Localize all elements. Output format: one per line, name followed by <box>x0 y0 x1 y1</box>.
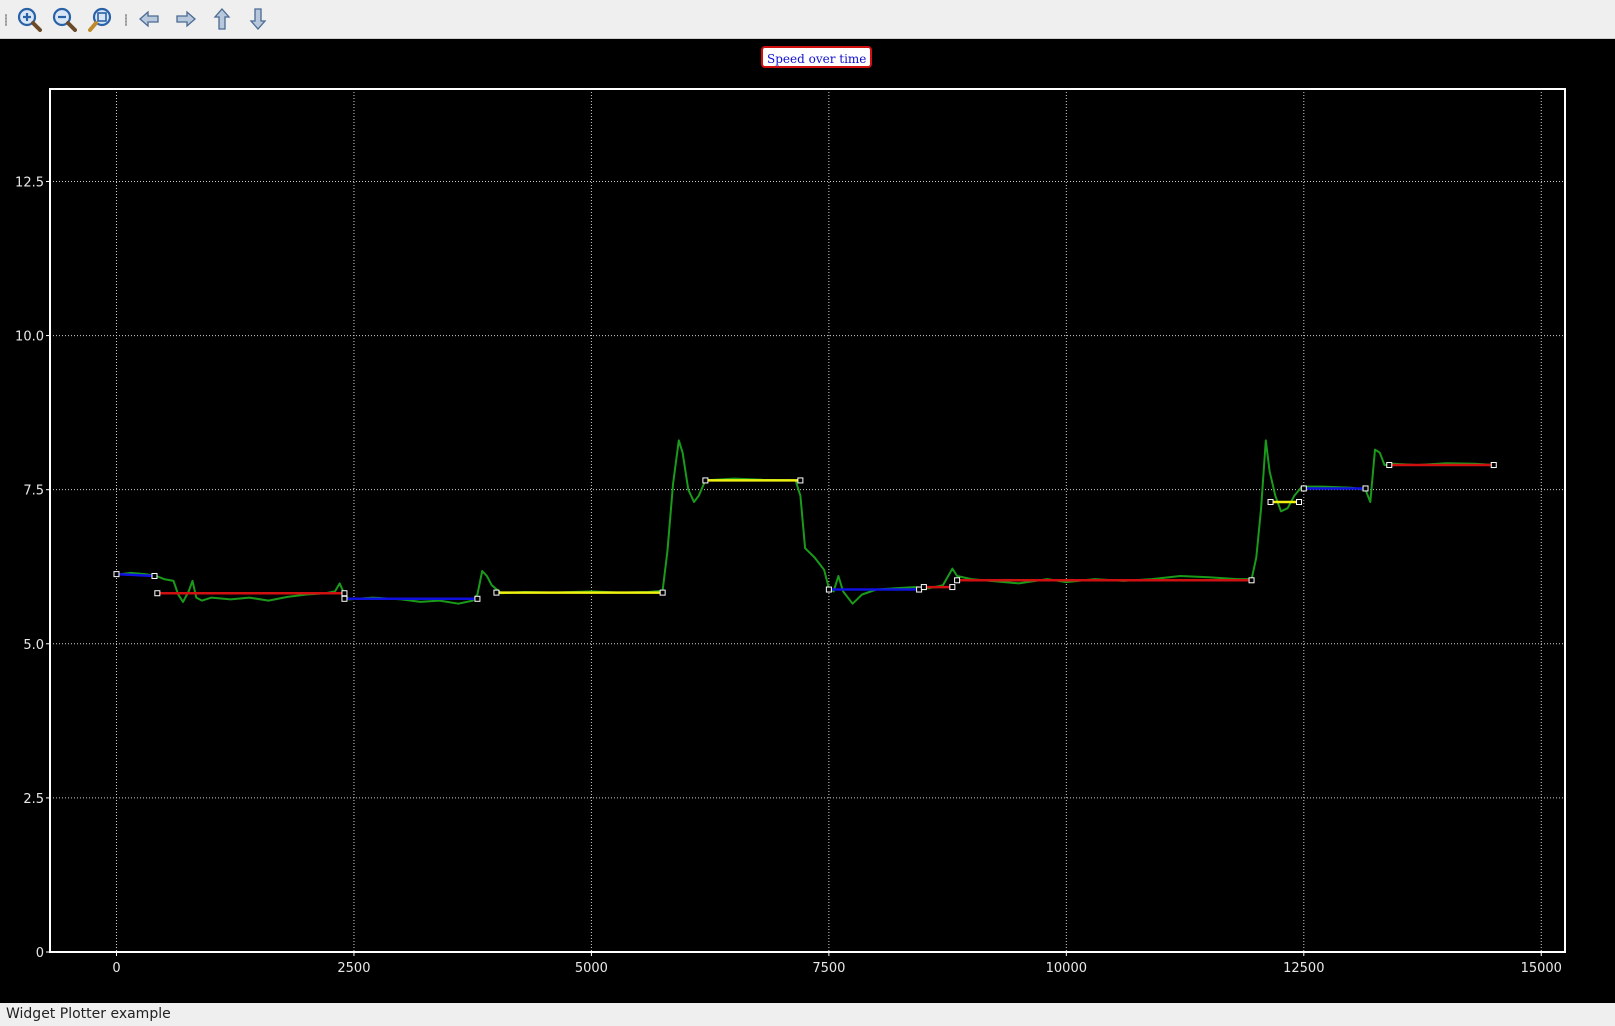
x-tick-label: 10000 <box>1046 961 1087 976</box>
status-bar: Widget Plotter example <box>0 1003 1615 1026</box>
toolbar <box>0 0 1615 39</box>
toolbar-grip[interactable] <box>5 14 7 26</box>
pan-left-button[interactable] <box>134 4 164 34</box>
segment-endpoint[interactable] <box>493 589 500 596</box>
segment-endpoint[interactable] <box>1300 485 1307 492</box>
y-tick-label: 2.5 <box>23 792 44 807</box>
segment-endpoint[interactable] <box>1296 499 1303 506</box>
segment-endpoint[interactable] <box>1248 577 1255 584</box>
zoom-reset-icon <box>88 7 112 32</box>
segment-endpoint[interactable] <box>920 584 927 591</box>
grid <box>50 89 1565 952</box>
segment-endpoint[interactable] <box>1386 462 1393 469</box>
toolbar-separator <box>125 14 127 26</box>
plot-area[interactable]: 0 2500 5000 7500 10000 12500 15000 0 2.5 5.0 7.5 10… <box>0 39 1615 1003</box>
zoom-reset-button[interactable] <box>86 4 116 34</box>
zoom-in-icon <box>17 7 42 32</box>
segment-endpoint[interactable] <box>954 577 961 584</box>
arrow-right-icon <box>176 10 196 28</box>
x-tick-label: 7500 <box>812 961 845 976</box>
segment-endpoint[interactable] <box>151 572 158 579</box>
segment-endpoint[interactable] <box>1267 499 1274 506</box>
y-tick-label: 12.5 <box>15 175 44 190</box>
y-tick-label: 5.0 <box>23 638 44 653</box>
plot-frame <box>49 88 1566 953</box>
segment-endpoint[interactable] <box>659 589 666 596</box>
y-tick-label: 7.5 <box>23 484 44 499</box>
arrow-left-icon <box>139 10 159 28</box>
series-layer <box>116 439 1494 605</box>
segment-endpoint[interactable] <box>1362 485 1369 492</box>
segment-endpoint[interactable] <box>825 586 832 593</box>
speed-series-line <box>116 439 1494 605</box>
y-tick-label: 10.0 <box>15 330 44 345</box>
pan-right-button[interactable] <box>171 4 201 34</box>
segment-endpoint[interactable] <box>702 477 709 484</box>
zoom-out-button[interactable] <box>49 4 79 34</box>
x-tick-label: 2500 <box>337 961 370 976</box>
status-text: Widget Plotter example <box>6 1006 171 1022</box>
segment-endpoint[interactable] <box>1490 462 1497 469</box>
segment-endpoint[interactable] <box>154 590 161 597</box>
segment-endpoint[interactable] <box>113 571 120 578</box>
speed-chart[interactable]: 0 2500 5000 7500 10000 12500 15000 0 2.5 5.0 7.5 10… <box>0 39 1615 1003</box>
x-tick-label: 0 <box>112 961 120 976</box>
zoom-out-icon <box>52 7 77 32</box>
fit-segment <box>116 572 155 578</box>
arrow-down-icon <box>249 8 267 30</box>
x-tick-label: 15000 <box>1521 961 1562 976</box>
segment-endpoint[interactable] <box>341 590 348 597</box>
x-tick-label: 12500 <box>1283 961 1324 976</box>
segments-layer <box>113 462 1497 602</box>
segment-endpoint[interactable] <box>797 477 804 484</box>
arrow-up-icon <box>213 8 231 30</box>
segment-endpoint[interactable] <box>474 595 481 602</box>
segment-endpoint[interactable] <box>341 595 348 602</box>
y-tick-label: 0 <box>36 946 44 961</box>
tick-labels: 0 2500 5000 7500 10000 12500 15000 0 2.5 5.0 7.5 10… <box>15 175 1562 976</box>
zoom-in-button[interactable] <box>14 4 44 34</box>
pan-down-button[interactable] <box>243 4 273 34</box>
x-tick-label: 5000 <box>575 961 608 976</box>
segment-endpoint[interactable] <box>949 584 956 591</box>
chart-title: Speed over time <box>761 46 873 68</box>
pan-up-button[interactable] <box>207 4 237 34</box>
